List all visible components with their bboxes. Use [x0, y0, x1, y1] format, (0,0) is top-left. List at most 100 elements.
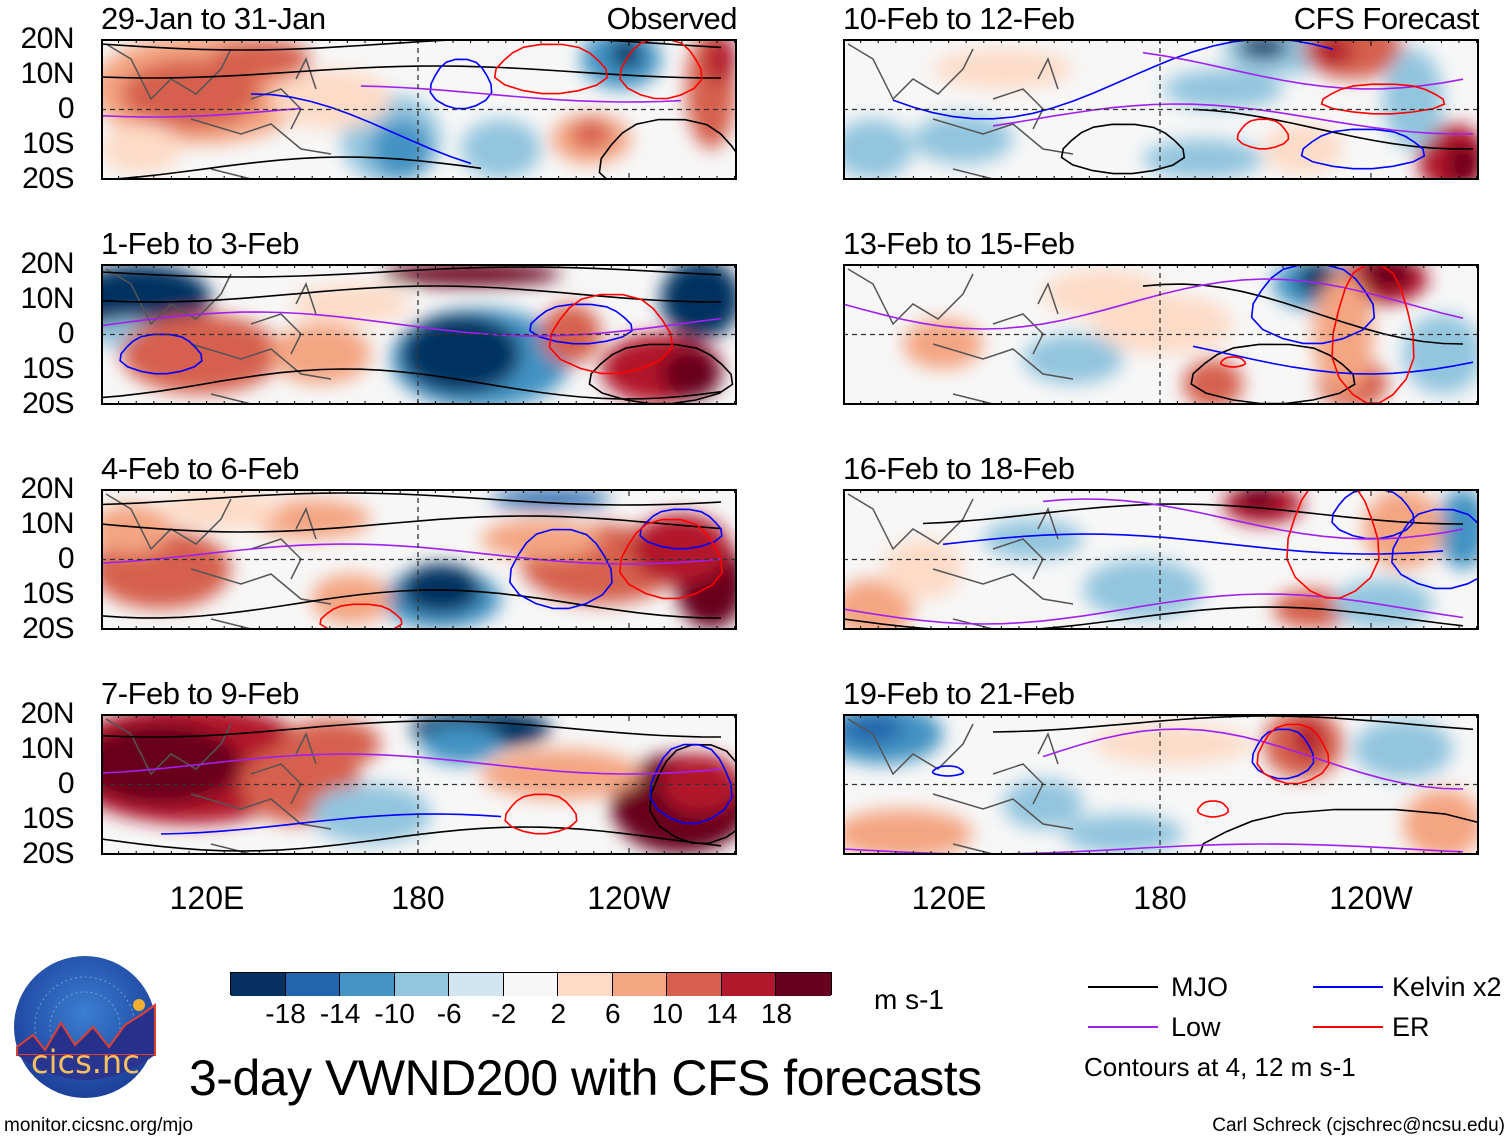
latitude-label: 20S [22, 162, 74, 195]
contour-mjo [101, 826, 722, 852]
contour-kelvin [931, 765, 965, 777]
panel-title: 13-Feb to 15-Feb [843, 226, 1075, 261]
colorbar-swatch [558, 973, 613, 996]
colorbar-swatch [776, 973, 831, 996]
wind-anomaly-shading [903, 319, 983, 369]
contour-low [1042, 728, 1464, 790]
contour-mjo [1142, 283, 1464, 345]
colorbar-label: 2 [550, 998, 567, 1029]
contour-kelvin [1300, 128, 1426, 170]
latitude-label: 10S [22, 352, 74, 385]
wind-anomaly-shading [1448, 144, 1478, 180]
panel-title: 10-Feb to 12-Feb [843, 1, 1075, 36]
cics-logo: cics.nc [13, 955, 157, 1099]
legend-line-mjo [1088, 986, 1158, 988]
colorbar-label: 18 [760, 998, 793, 1029]
latitude-label: 0 [57, 317, 75, 350]
latitude-label: 20S [22, 612, 74, 645]
contour-low [992, 103, 1474, 135]
latitude-label: 20N [20, 472, 74, 505]
contour-er [619, 518, 723, 600]
contour-er [1331, 264, 1415, 404]
contour-kelvin [1251, 728, 1315, 780]
wind-anomaly-shading [1313, 39, 1353, 66]
map-plot-area [843, 264, 1479, 405]
wind-anomaly-shading [1353, 719, 1453, 779]
wind-anomaly-shading [843, 119, 913, 179]
colorbar-swatch [612, 973, 668, 996]
contour-er [1196, 800, 1230, 818]
wind-anomaly-shading [1363, 264, 1413, 289]
panel-title: 1-Feb to 3-Feb [101, 226, 300, 261]
contour-er [1320, 83, 1446, 115]
latitude-label: 20S [22, 387, 74, 420]
wind-anomaly-shading [101, 124, 181, 174]
contour-er [319, 603, 403, 630]
wind-anomaly-shading [1403, 789, 1479, 855]
colorbar-unit: m s-1 [874, 984, 944, 1015]
contour-mjo [101, 492, 722, 506]
wind-anomaly-shading [571, 119, 611, 149]
contour-mjo [598, 118, 737, 180]
contour-er [619, 39, 703, 100]
contour-er [1236, 118, 1290, 150]
colorbar-swatch [721, 973, 777, 996]
contour-mjo [101, 515, 722, 533]
wind-anomaly-shading [661, 349, 721, 399]
legend-label-mjo: MJO [1171, 972, 1228, 1002]
panel-frame [101, 489, 737, 630]
colorbar-swatch [340, 973, 395, 996]
coastline [105, 718, 332, 855]
coastline [105, 268, 332, 405]
longitude-label: 120E [911, 880, 987, 916]
panel-source-tag: CFS Forecast [1293, 1, 1480, 36]
panel-source-tag: Observed [606, 1, 738, 36]
contour-er [1256, 723, 1330, 785]
wind-anomaly-shading [271, 69, 391, 129]
wind-anomaly-shading [461, 119, 541, 179]
legend-label-er: ER [1392, 1012, 1430, 1042]
wind-anomaly-shading [401, 564, 481, 614]
wind-anomaly-shading [401, 314, 521, 394]
legend-line-er [1313, 1026, 1383, 1028]
latitude-label: 20N [20, 247, 74, 280]
contour-mjo [588, 343, 734, 405]
panel-frame [843, 39, 1479, 180]
map-plot-area [843, 714, 1479, 855]
wind-anomaly-shading [291, 284, 411, 324]
wind-anomaly-shading [1163, 69, 1283, 109]
contour-mjo [101, 285, 722, 303]
contour-mjo [1198, 808, 1479, 855]
colorbar-swatch [667, 973, 722, 996]
colorbar-label: 10 [651, 998, 683, 1029]
wind-anomaly-shading [1083, 559, 1203, 619]
latitude-label: 10S [22, 127, 74, 160]
wind-anomaly-shading [1238, 39, 1288, 59]
map-plot-area [101, 39, 737, 180]
colorbar-swatch [449, 973, 504, 996]
wind-anomaly-shading [983, 519, 1083, 559]
wind-anomaly-shading [1023, 334, 1123, 384]
footer-credit: Carl Schreck (cjschrec@ncsu.edu) [1212, 1115, 1505, 1136]
coastline [847, 268, 1074, 405]
contour-kelvin [1250, 264, 1376, 345]
latitude-label: 10N [20, 57, 74, 90]
contour-low [360, 85, 682, 103]
contour-kelvin [160, 813, 502, 835]
wind-anomaly-shading [843, 809, 973, 855]
contour-mjo [1190, 343, 1356, 405]
wind-anomaly-shading [281, 719, 381, 769]
colorbar-swatch [285, 973, 341, 996]
longitude-label: 120W [587, 880, 671, 916]
panel-frame [843, 714, 1479, 855]
contour-mjo [922, 503, 1464, 525]
legend-label-low: Low [1171, 1012, 1221, 1042]
contour-kelvin [942, 533, 1444, 555]
contour-low [1042, 498, 1464, 540]
wind-anomaly-shading [1293, 719, 1323, 759]
map-plot-area [843, 39, 1479, 180]
wind-anomaly-shading [1363, 489, 1443, 569]
contour-mjo [992, 715, 1474, 733]
footer-url[interactable]: monitor.cicsnc.org/mjo [4, 1115, 194, 1136]
contour-low [101, 543, 722, 565]
